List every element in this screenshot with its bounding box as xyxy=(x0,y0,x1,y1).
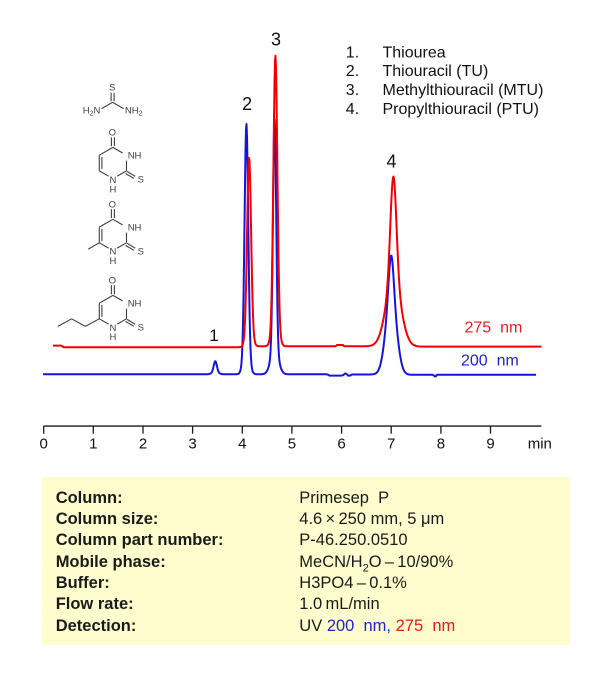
svg-text:S: S xyxy=(138,323,144,334)
svg-text:O: O xyxy=(109,128,116,139)
svg-text:9: 9 xyxy=(486,435,494,452)
svg-text:200 nm: 200 nm xyxy=(461,353,519,370)
svg-text:2.: 2. xyxy=(346,63,359,80)
svg-text:H: H xyxy=(109,184,116,195)
svg-text:NH2: NH2 xyxy=(125,106,143,118)
svg-text:S: S xyxy=(138,247,144,258)
svg-text:4: 4 xyxy=(238,435,246,452)
svg-text:0: 0 xyxy=(40,435,48,452)
svg-text:O: O xyxy=(109,275,116,286)
svg-text:2: 2 xyxy=(242,94,252,114)
svg-text:O: O xyxy=(109,199,116,210)
svg-text:H: H xyxy=(109,256,116,267)
svg-text:3: 3 xyxy=(188,435,196,452)
svg-text:1: 1 xyxy=(89,435,97,452)
svg-text:Methylthiouracil (MTU): Methylthiouracil (MTU) xyxy=(383,82,544,99)
svg-text:1: 1 xyxy=(209,326,218,345)
svg-text:4: 4 xyxy=(386,152,396,172)
svg-text:Propylthiouracil (PTU): Propylthiouracil (PTU) xyxy=(383,101,539,118)
svg-text:275 nm: 275 nm xyxy=(465,320,523,337)
svg-text:NH: NH xyxy=(128,299,142,310)
svg-text:N: N xyxy=(109,323,116,334)
svg-text:6: 6 xyxy=(337,435,345,452)
svg-text:7: 7 xyxy=(387,435,395,452)
svg-text:S: S xyxy=(109,83,115,94)
svg-text:8: 8 xyxy=(437,435,445,452)
svg-text:3: 3 xyxy=(271,30,281,50)
svg-text:S: S xyxy=(138,175,144,186)
svg-text:1.: 1. xyxy=(346,45,359,62)
svg-text:2: 2 xyxy=(139,435,147,452)
svg-text:5: 5 xyxy=(288,435,296,452)
svg-text:3.: 3. xyxy=(346,82,359,99)
svg-text:N: N xyxy=(109,247,116,258)
svg-text:min: min xyxy=(528,435,552,452)
svg-text:H: H xyxy=(109,332,116,343)
svg-text:NH: NH xyxy=(128,223,142,234)
svg-text:4.: 4. xyxy=(346,101,359,118)
svg-text:H2N: H2N xyxy=(83,106,101,118)
svg-text:N: N xyxy=(109,175,116,186)
svg-text:Thiourea: Thiourea xyxy=(383,45,446,62)
svg-text:NH: NH xyxy=(128,151,142,162)
svg-text:Thiouracil (TU): Thiouracil (TU) xyxy=(383,63,489,80)
